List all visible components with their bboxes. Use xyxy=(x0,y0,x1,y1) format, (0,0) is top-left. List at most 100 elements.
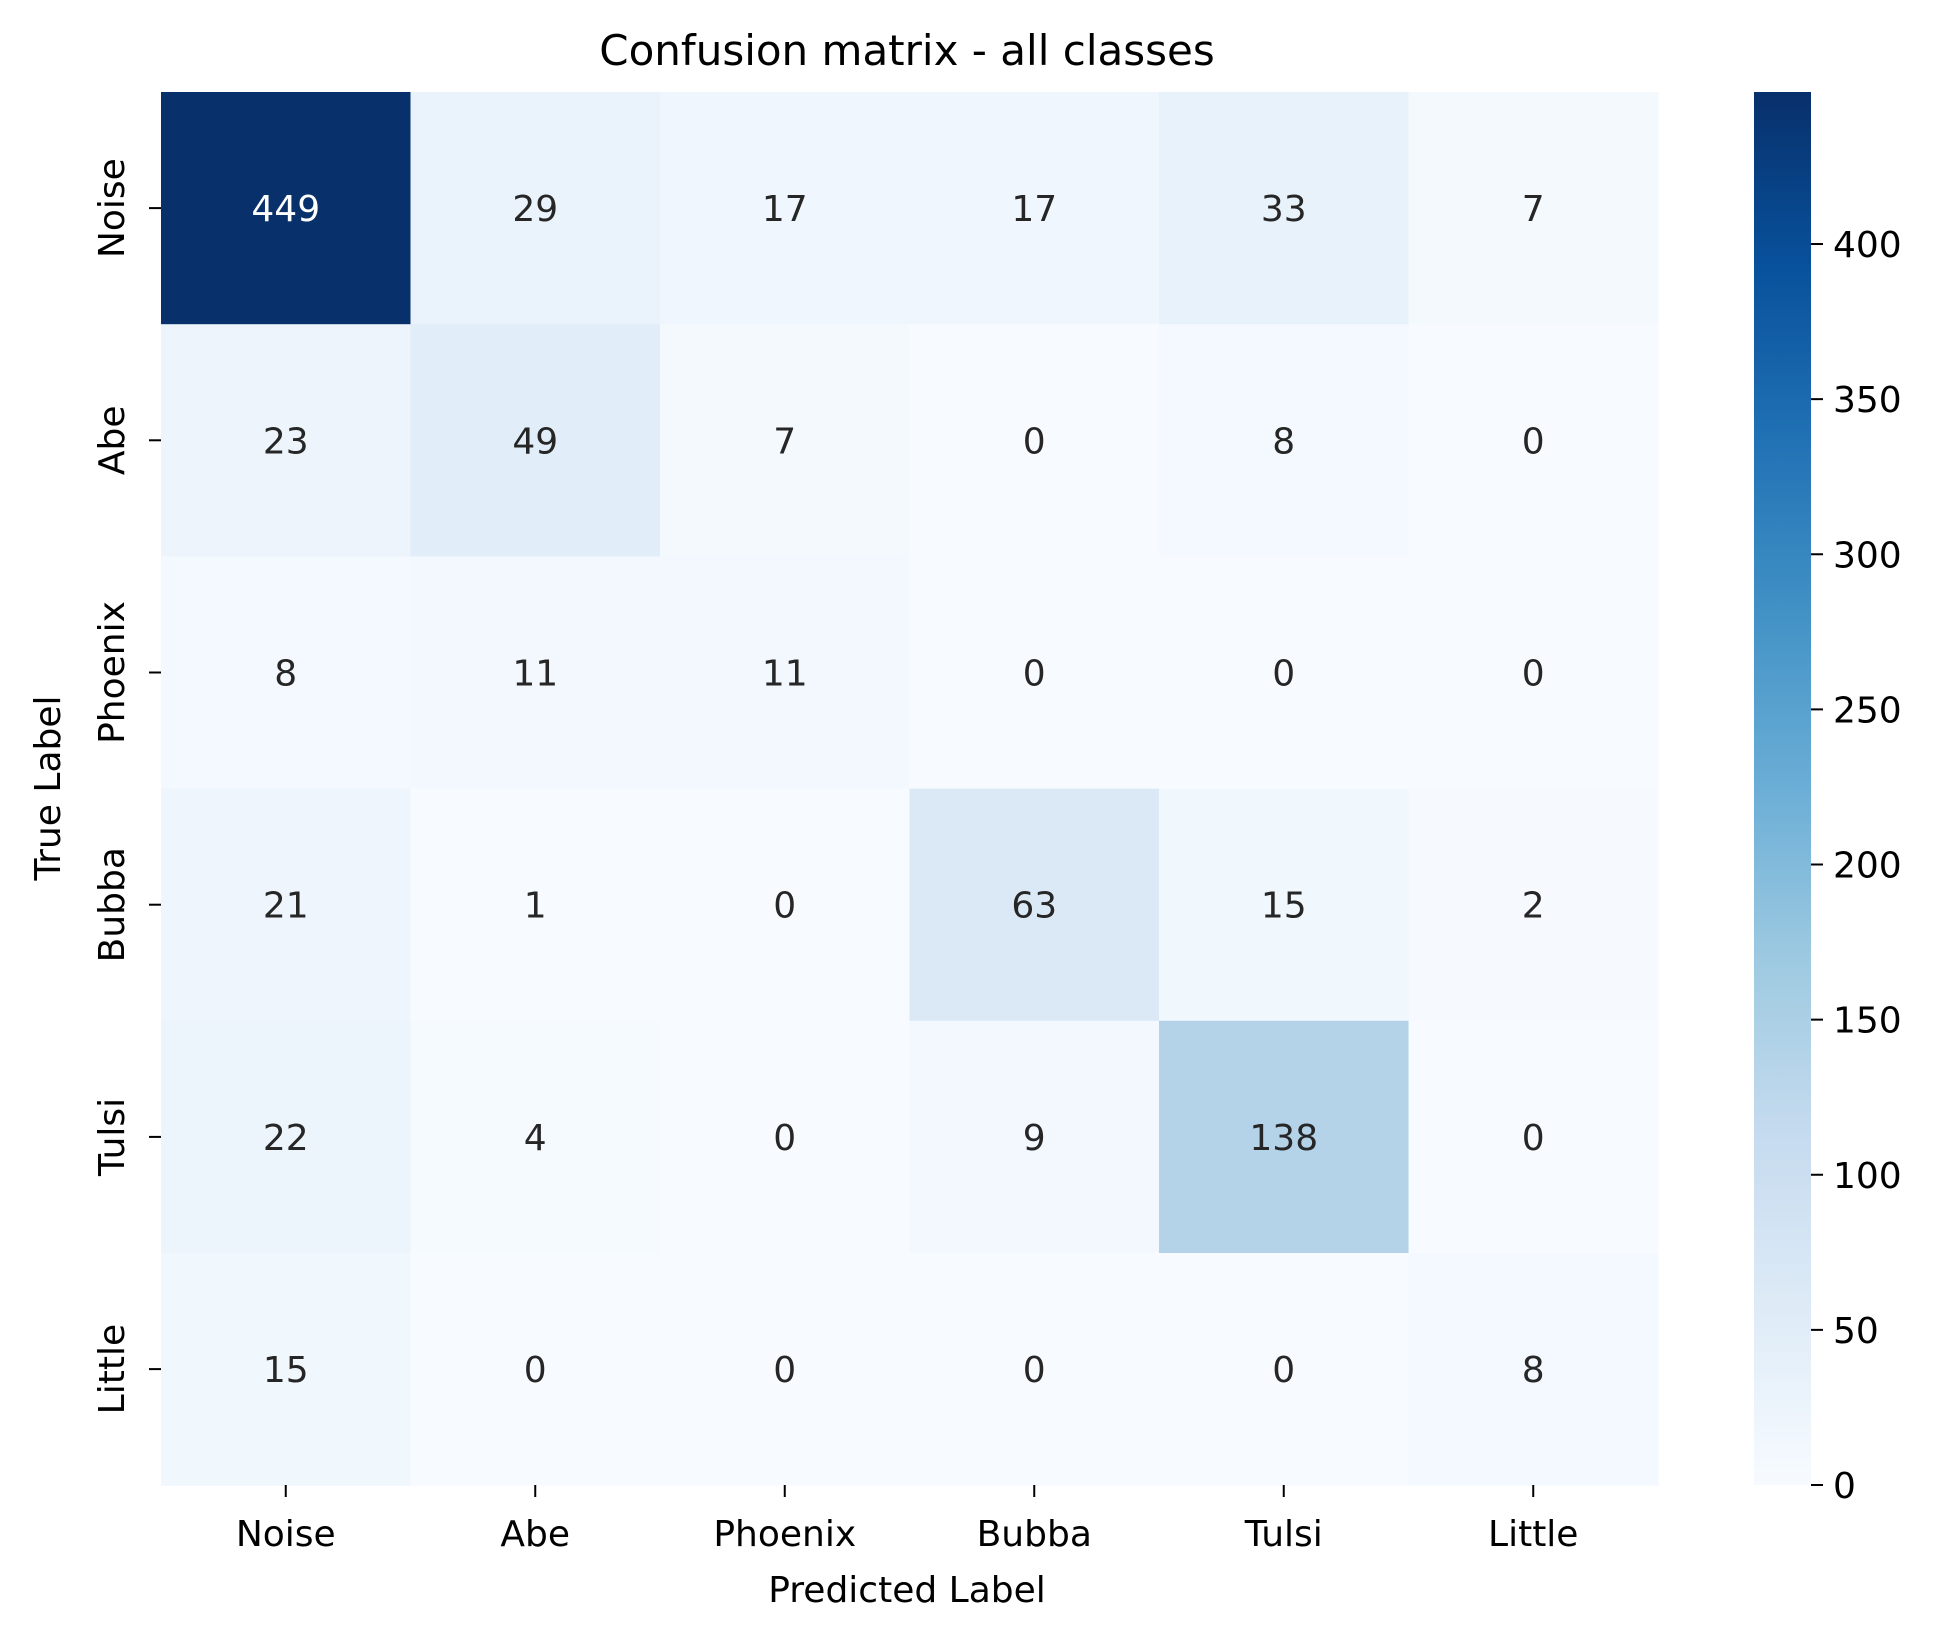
cell-value: 0 xyxy=(1023,421,1046,462)
colorbar-tick-label: 150 xyxy=(1833,1001,1902,1042)
heatmap-cell xyxy=(1408,92,1659,325)
cell-value: 17 xyxy=(762,189,808,230)
x-tick-label: Tulsi xyxy=(1244,1514,1323,1555)
cell-value: 8 xyxy=(274,654,297,695)
colorbar-tick-label: 100 xyxy=(1833,1156,1902,1197)
cell-value: 2 xyxy=(1522,886,1545,927)
heatmap-cell xyxy=(1159,92,1410,325)
cell-annotations: 449 29 17 17 33 723 49 7 0 8 08 11 11 0 0 021 1 0 63 15 222 4… xyxy=(251,189,1544,1391)
heatmap-cell xyxy=(161,1020,412,1254)
cell-value: 21 xyxy=(263,886,309,927)
x-axis-ticks: Noise Abe Phoenix Bubba Tulsi Little xyxy=(236,1485,1578,1555)
colorbar-tick-label: 200 xyxy=(1833,846,1902,887)
heatmap-cell xyxy=(410,324,661,557)
colorbar-tick-label: 0 xyxy=(1833,1466,1856,1507)
colorbar-tick-label: 400 xyxy=(1833,225,1902,266)
heatmap-cell xyxy=(161,92,412,325)
cell-value: 11 xyxy=(512,654,558,695)
colorbar-tick-label: 300 xyxy=(1833,535,1902,576)
cell-value: 0 xyxy=(1522,654,1545,695)
cell-value: 17 xyxy=(1011,189,1057,230)
heatmap-cell xyxy=(909,556,1160,790)
heatmap-cell xyxy=(1408,1253,1659,1486)
colorbar-ticks: 0 50 100 150 200 250 300 350 400 xyxy=(1811,225,1902,1507)
heatmap-cell xyxy=(660,324,911,557)
y-tick-label: Phoenix xyxy=(92,601,133,744)
heatmap-cell xyxy=(1408,788,1659,1022)
heatmap-cell xyxy=(1159,1253,1410,1486)
heatmap-cell xyxy=(410,1020,661,1254)
heatmap-cell xyxy=(1408,556,1659,790)
heatmap-cell xyxy=(660,1020,911,1254)
colorbar-tick-label: 50 xyxy=(1833,1311,1879,1352)
y-tick-label: Bubba xyxy=(92,847,133,962)
cell-value: 0 xyxy=(1522,421,1545,462)
cell-value: 138 xyxy=(1249,1118,1318,1159)
heatmap-cell xyxy=(909,1020,1160,1254)
cell-value: 15 xyxy=(263,1350,309,1391)
heatmap-cell xyxy=(660,92,911,325)
cell-value: 4 xyxy=(524,1118,547,1159)
cell-value: 8 xyxy=(1522,1350,1545,1391)
cell-value: 0 xyxy=(773,886,796,927)
colorbar-tick-label: 350 xyxy=(1833,380,1902,421)
cell-value: 0 xyxy=(524,1350,547,1391)
cell-value: 63 xyxy=(1011,886,1057,927)
y-tick-label: Noise xyxy=(92,158,133,258)
heatmap-cell xyxy=(1159,324,1410,557)
y-axis-label: True Label xyxy=(28,695,69,881)
cell-value: 7 xyxy=(773,421,796,462)
y-tick-label: Tulsi xyxy=(92,1098,133,1177)
heatmap-cell xyxy=(1159,556,1410,790)
heatmap-cell xyxy=(410,1253,661,1486)
cell-value: 449 xyxy=(251,189,320,230)
cell-value: 22 xyxy=(263,1118,309,1159)
cell-value: 0 xyxy=(1522,1118,1545,1159)
cell-value: 0 xyxy=(773,1350,796,1391)
y-tick-label: Little xyxy=(92,1324,133,1414)
chart-title: Confusion matrix - all classes xyxy=(599,26,1214,75)
heatmap-cell xyxy=(909,92,1160,325)
y-axis-ticks: Noise Abe Phoenix Bubba Tulsi Little xyxy=(92,158,161,1414)
cell-value: 9 xyxy=(1023,1118,1046,1159)
colorbar-tick-label: 250 xyxy=(1833,690,1902,731)
heatmap-cell xyxy=(909,324,1160,557)
heatmap-cell xyxy=(909,788,1160,1022)
x-tick-label: Abe xyxy=(500,1514,570,1555)
x-tick-label: Phoenix xyxy=(713,1514,856,1555)
cell-value: 11 xyxy=(762,654,808,695)
heatmap-cell xyxy=(1159,1020,1410,1254)
cell-value: 0 xyxy=(1023,654,1046,695)
heatmap-cell xyxy=(660,788,911,1022)
cell-value: 0 xyxy=(1272,654,1295,695)
cell-value: 1 xyxy=(524,886,547,927)
heatmap-cells xyxy=(161,92,1659,1486)
cell-value: 0 xyxy=(1023,1350,1046,1391)
heatmap-cell xyxy=(410,556,661,790)
heatmap-cell xyxy=(909,1253,1160,1486)
y-tick-label: Abe xyxy=(92,405,133,475)
cell-value: 29 xyxy=(512,189,558,230)
heatmap-cell xyxy=(1408,324,1659,557)
cell-value: 33 xyxy=(1261,189,1307,230)
cell-value: 15 xyxy=(1261,886,1307,927)
x-axis-label: Predicted Label xyxy=(768,1570,1046,1611)
heatmap-cell xyxy=(410,788,661,1022)
heatmap-cell xyxy=(161,788,412,1022)
cell-value: 0 xyxy=(773,1118,796,1159)
heatmap-cell xyxy=(1408,1020,1659,1254)
heatmap-cell xyxy=(660,556,911,790)
cell-value: 23 xyxy=(263,421,309,462)
x-tick-label: Little xyxy=(1488,1514,1578,1555)
heatmap-cell xyxy=(1159,788,1410,1022)
heatmap-cell xyxy=(660,1253,911,1486)
heatmap-cell xyxy=(161,556,412,790)
cell-value: 8 xyxy=(1272,421,1295,462)
colorbar xyxy=(1754,92,1811,1485)
cell-value: 0 xyxy=(1272,1350,1295,1391)
x-tick-label: Noise xyxy=(236,1514,336,1555)
heatmap-cell xyxy=(410,92,661,325)
x-tick-label: Bubba xyxy=(977,1514,1092,1555)
heatmap-cell xyxy=(161,1253,412,1486)
